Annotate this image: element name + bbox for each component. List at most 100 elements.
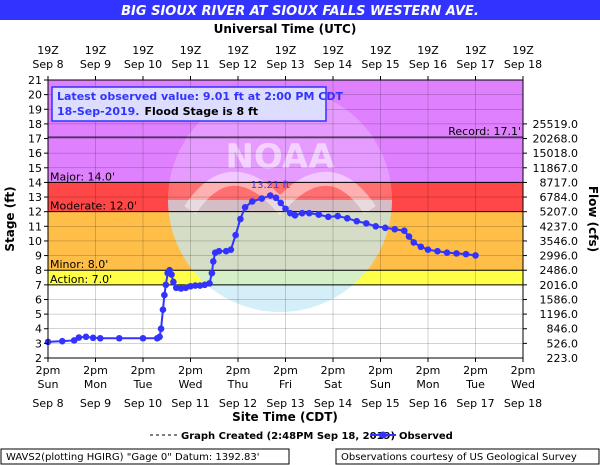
observed-point xyxy=(417,243,425,251)
observed-point xyxy=(82,333,90,341)
stage-tick-label: 20 xyxy=(28,89,42,102)
flow-tick-label: 4237.0 xyxy=(540,220,579,233)
observed-point xyxy=(70,337,78,344)
flow-tick-label: 11867.0 xyxy=(533,162,579,175)
plot-area: NOAA Action: 7.0' Minor: 8.0' Moderate: 12… xyxy=(44,79,524,359)
stage-tick-label: 2 xyxy=(35,352,42,365)
observed-point xyxy=(156,333,163,341)
reference-lines: Action: 7.0' Minor: 8.0' Moderate: 12.0' Ma… xyxy=(48,125,523,286)
observed-point xyxy=(381,224,389,232)
flow-tick-label: 25519.0 xyxy=(533,118,579,131)
time-tick-hour: 2pm xyxy=(321,364,346,377)
observed-point xyxy=(241,203,249,211)
utc-tick-date: Sep 9 xyxy=(80,58,111,71)
flow-tick-label: 8717.0 xyxy=(540,176,579,189)
info-box-flood-stage: Flood Stage is 8 ft xyxy=(145,105,259,118)
time-tick-day: Wed xyxy=(511,378,535,391)
stage-tick-label: 18 xyxy=(28,118,42,131)
time-tick-day: Thu xyxy=(227,378,249,391)
observed-point xyxy=(237,215,244,223)
time-tick-date: Sep 17 xyxy=(456,397,494,410)
observed-point xyxy=(170,278,177,286)
time-tick-hour: 2pm xyxy=(178,364,203,377)
time-tick-date: Sep 13 xyxy=(266,397,304,410)
legend: Graph Created (2:48PM Sep 18, 2019) Obse… xyxy=(150,431,453,442)
observed-point xyxy=(75,334,83,341)
time-tick-day: Mon xyxy=(416,378,439,391)
legend-created-label: Graph Created (2:48PM Sep 18, 2019) xyxy=(181,431,395,442)
observed-point xyxy=(472,252,479,259)
flow-tick-label-bottom: 223.0 xyxy=(547,352,579,365)
utc-tick-date: Sep 14 xyxy=(314,58,352,71)
stage-tick-label: 6 xyxy=(35,293,42,306)
legend-observed-marker xyxy=(379,431,387,439)
utc-tick-date: Sep 12 xyxy=(219,58,257,71)
stage-tick-label: 8 xyxy=(35,264,42,277)
watermark-logo-text: NOAA xyxy=(225,137,335,177)
utc-tick-date: Sep 18 xyxy=(504,58,542,71)
watermark-lower-half xyxy=(168,200,392,312)
legend-observed-label: Observed xyxy=(399,431,453,442)
utc-tick-date: Sep 16 xyxy=(409,58,447,71)
utc-tick-hour: 19Z xyxy=(275,44,297,57)
time-tick-hour: 2pm xyxy=(131,364,156,377)
utc-tick-hour: 19Z xyxy=(322,44,344,57)
utc-tick-date: Sep 11 xyxy=(171,58,209,71)
time-tick-day: Sat xyxy=(324,378,343,391)
flow-tick-label: 2486.0 xyxy=(540,264,579,277)
utc-tick-hour: 19Z xyxy=(417,44,439,57)
observed-point xyxy=(462,250,470,258)
utc-tick-hour: 19Z xyxy=(37,44,59,57)
observed-point xyxy=(208,269,216,277)
stage-tick-label: 7 xyxy=(35,279,42,292)
time-tick-hour: 2pm xyxy=(36,364,61,377)
observed-point xyxy=(372,223,380,230)
flow-tick-label: 2016.0 xyxy=(540,279,579,292)
observed-point xyxy=(282,205,289,213)
flow-tick-label: 846.0 xyxy=(547,323,579,336)
stage-tick-label: 14 xyxy=(28,176,42,189)
threshold-label-moderate: Moderate: 12.0' xyxy=(50,200,137,213)
time-tick-date: Sep 14 xyxy=(314,397,352,410)
observed-point xyxy=(410,239,418,246)
stage-tick-label: 4 xyxy=(35,323,42,336)
time-tick-date: Sep 12 xyxy=(219,397,257,410)
flow-tick-label: 3546.0 xyxy=(540,235,579,248)
stage-tick-label: 9 xyxy=(35,250,42,263)
observed-point xyxy=(227,246,235,254)
observed-point xyxy=(157,325,165,333)
observed-point xyxy=(191,282,199,289)
time-tick-date: Sep 16 xyxy=(409,397,447,410)
utc-tick-hour: 19Z xyxy=(132,44,154,57)
observed-point xyxy=(89,334,97,342)
observed-point xyxy=(168,271,175,278)
observed-point xyxy=(277,199,285,207)
time-tick-hour: 2pm xyxy=(416,364,441,377)
utc-tick-date: Sep 10 xyxy=(124,58,162,71)
flow-tick-label: 526.0 xyxy=(547,337,579,350)
observed-point xyxy=(453,250,460,257)
observed-point xyxy=(159,306,167,314)
time-tick-day: Tue xyxy=(133,378,153,391)
stage-tick-label: 3 xyxy=(35,337,42,350)
observed-point xyxy=(405,233,413,240)
time-tick-hour: 2pm xyxy=(463,364,488,377)
stage-tick-label: 17 xyxy=(28,133,42,146)
time-tick-hour: 2pm xyxy=(273,364,298,377)
observed-point xyxy=(298,209,306,217)
observed-point xyxy=(424,246,432,254)
flow-tick-label: 1196.0 xyxy=(540,308,579,321)
flow-axis-label: Flow (cfs) xyxy=(586,186,600,252)
observed-point xyxy=(343,214,351,222)
footer-left-box xyxy=(0,448,290,465)
info-box-line1: Latest observed value: 9.01 ft at 2:00 P… xyxy=(57,90,343,103)
utc-tick-hour: 19Z xyxy=(370,44,392,57)
time-tick-date: Sep 9 xyxy=(80,397,111,410)
utc-tick-date: Sep 13 xyxy=(266,58,304,71)
observed-point xyxy=(305,209,313,217)
time-tick-date: Sep 18 xyxy=(504,397,542,410)
flow-tick-label: 15018.0 xyxy=(533,147,579,160)
info-box-frame xyxy=(51,86,327,122)
